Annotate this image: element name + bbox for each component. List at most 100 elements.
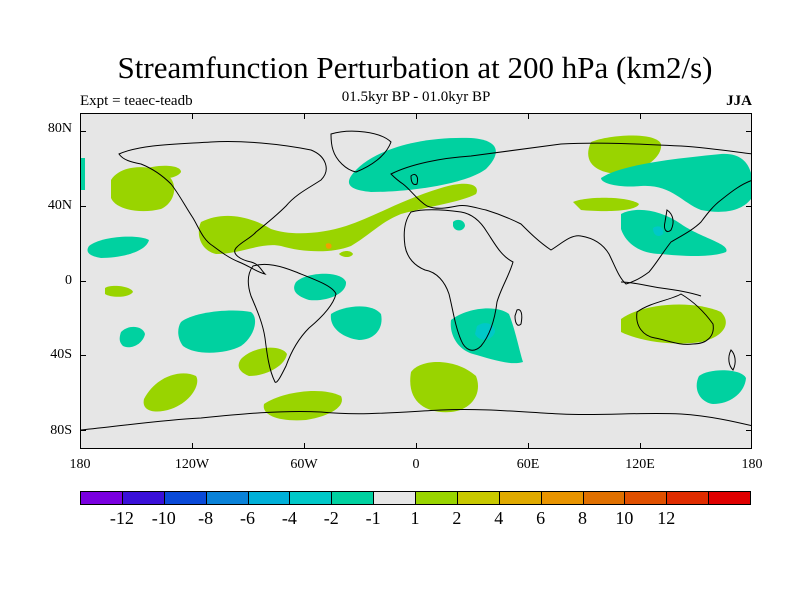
- coast-eurasia: [390, 142, 751, 285]
- x-tick-label-0: 0: [412, 457, 420, 472]
- x-tick-mark: [304, 113, 305, 119]
- colorbar-swatch: [624, 491, 668, 505]
- neg-region-tropical-atlantic: [294, 273, 347, 301]
- x-tick-label-120E: 120E: [625, 457, 655, 472]
- pos-region-south-atlantic: [410, 361, 479, 413]
- y-tick-mark: [746, 430, 752, 431]
- colorbar-label: -2: [323, 508, 339, 528]
- x-tick-label-60W: 60W: [290, 457, 318, 472]
- neg-region-new-zealand: [696, 370, 746, 404]
- experiment-label: Expt = teaec-teadb: [80, 93, 193, 109]
- y-tick-label-0: 0: [65, 273, 72, 288]
- colorbar-swatch: [582, 491, 626, 505]
- y-tick-label-40N: 40N: [47, 198, 72, 213]
- x-tick-label-180e: 180: [741, 457, 763, 472]
- coastlines: [81, 130, 751, 431]
- x-tick-mark: [192, 443, 193, 449]
- colorbar-label: -10: [151, 508, 176, 528]
- pos-region-subtropical-band: [198, 183, 477, 254]
- x-tick-mark: [304, 443, 305, 449]
- colorbar-label: 4: [494, 508, 504, 528]
- colorbar-swatch: [708, 491, 751, 505]
- neg-region-south-indian: [330, 306, 382, 340]
- neg-region-africa-small: [453, 219, 465, 231]
- x-tick-mark: [640, 113, 641, 119]
- y-tick-label-80S: 80S: [50, 423, 72, 438]
- y-tick-mark: [746, 281, 752, 282]
- coast-japan: [664, 209, 674, 233]
- x-tick-mark: [192, 113, 193, 119]
- colorbar-swatch: [247, 491, 291, 505]
- x-tick-mark: [416, 443, 417, 449]
- coast-antarctica: [81, 408, 751, 431]
- pos-core-atlantic: [325, 243, 332, 249]
- colorbar-label: -12: [109, 508, 134, 528]
- colorbar-swatch: [415, 491, 458, 505]
- map-panel: [80, 113, 752, 449]
- neg-region-east-pacific: [87, 236, 149, 258]
- colorbar-swatch: [205, 491, 249, 505]
- colorbar-label: 2: [452, 508, 462, 528]
- y-tick-mark: [746, 355, 752, 356]
- x-tick-label-120W: 120W: [174, 457, 210, 472]
- x-tick-mark: [528, 443, 529, 449]
- colorbar-label: 10: [615, 508, 634, 528]
- colorbar-swatch: [456, 491, 500, 505]
- plot-title: Streamfunction Perturbation at 200 hPa (…: [117, 50, 713, 85]
- neg-region-south-america: [178, 310, 256, 353]
- colorbar-swatch: [540, 491, 584, 505]
- x-tick-mark: [416, 113, 417, 119]
- colorbar-label: 1: [410, 508, 420, 528]
- pos-region-small-pacific: [105, 285, 133, 297]
- x-tick-label-180w: 180: [69, 457, 91, 472]
- neg-region-south-pacific-west: [119, 326, 145, 348]
- y-tick-mark: [80, 281, 86, 282]
- map-canvas: [81, 130, 751, 431]
- colorbar-label: -4: [281, 508, 297, 528]
- coast-north-america: [118, 140, 327, 275]
- coast-uk: [410, 173, 418, 185]
- neg-region-south-atlantic: [299, 283, 308, 288]
- colorbar-swatch: [289, 491, 333, 505]
- pos-region-central-asia: [573, 197, 639, 212]
- colorbar-label: -1: [365, 508, 381, 528]
- pos-region-australia: [621, 304, 726, 344]
- colorbar-swatch: [80, 491, 123, 505]
- coast-australia: [636, 293, 714, 345]
- pos-region-south-america-east: [238, 347, 287, 376]
- pos-region-antarctic-pacific: [263, 390, 342, 421]
- x-tick-mark: [640, 443, 641, 449]
- colorbar-label: 12: [657, 508, 676, 528]
- y-tick-mark: [80, 206, 86, 207]
- neg-region-arctic-east: [601, 153, 751, 212]
- colorbar-label: 6: [536, 508, 546, 528]
- y-tick-label-40S: 40S: [50, 347, 72, 362]
- y-tick-mark: [80, 131, 86, 132]
- season-label: JJA: [726, 93, 752, 109]
- pos-region-newfoundland: [339, 251, 353, 257]
- colorbar-swatch: [163, 491, 207, 505]
- colorbar-swatch: [373, 491, 416, 505]
- neg-core-east-asia: [653, 226, 664, 236]
- y-tick-mark: [80, 430, 86, 431]
- y-tick-mark: [80, 355, 86, 356]
- pos-region-south-pacific: [143, 373, 198, 412]
- y-tick-mark: [746, 206, 752, 207]
- x-tick-label-60E: 60E: [516, 457, 540, 472]
- colorbar-swatch: [121, 491, 165, 505]
- neg-core-southern-africa: [475, 323, 495, 340]
- strong-negative-cores: [475, 226, 664, 340]
- coast-indonesia: [620, 281, 702, 297]
- colorbar-swatch: [666, 491, 710, 505]
- negative-anomaly-regions: [81, 137, 751, 404]
- coast-south-america: [247, 263, 337, 383]
- colorbar-label: 8: [578, 508, 587, 528]
- coast-greenland: [330, 130, 392, 173]
- coast-africa: [403, 209, 514, 351]
- strong-positive-cores: [325, 243, 332, 249]
- coast-new-zealand: [728, 349, 736, 371]
- colorbar-swatch: [498, 491, 542, 505]
- colorbar-swatch: [331, 491, 375, 505]
- colorbar-label: -6: [240, 508, 255, 528]
- x-tick-mark: [528, 113, 529, 119]
